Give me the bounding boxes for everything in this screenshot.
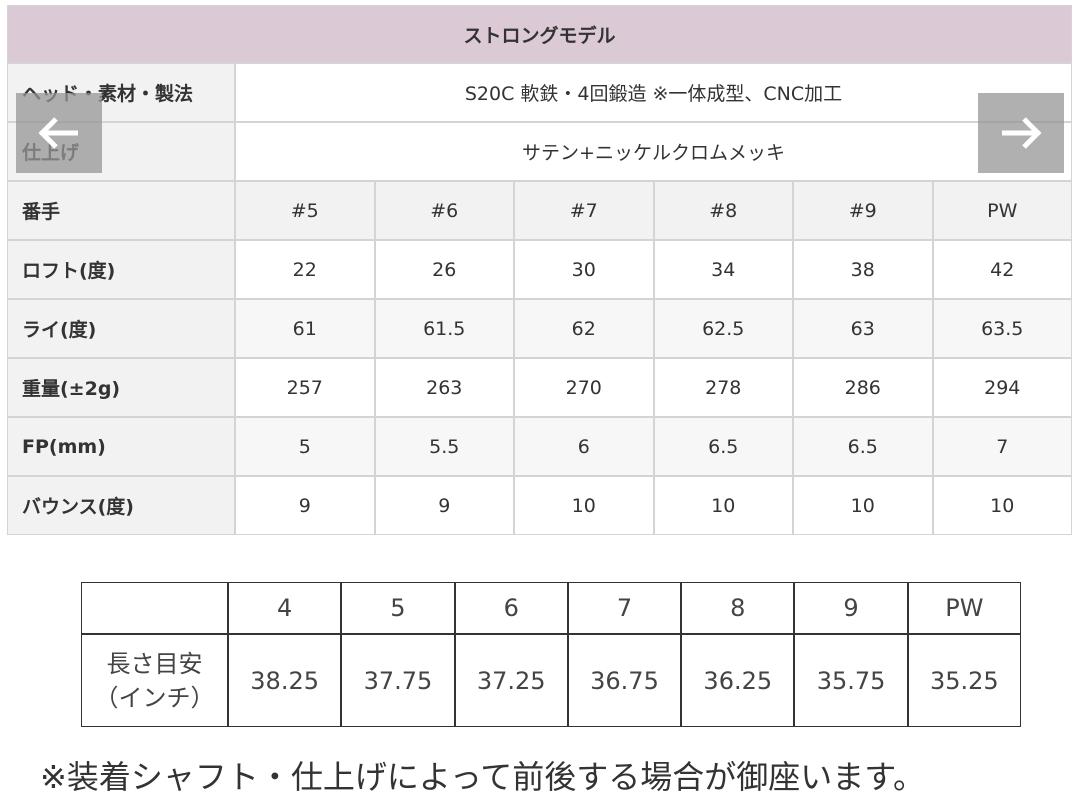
cell: 7: [932, 417, 1072, 476]
cell: 270: [514, 358, 654, 417]
cell: 61.5: [374, 299, 514, 358]
cell: PW: [932, 181, 1072, 240]
header-cell: 7: [567, 582, 682, 634]
cell: 42: [932, 240, 1072, 299]
cell: 37.75: [341, 634, 455, 727]
corner-cell: [81, 582, 228, 634]
cell: #9: [793, 181, 933, 240]
cell: #6: [374, 181, 514, 240]
cell: #8: [653, 181, 793, 240]
cell: 10: [653, 476, 793, 535]
cell: 26: [374, 240, 514, 299]
next-arrow[interactable]: [978, 93, 1064, 173]
cell: 9: [235, 476, 375, 535]
cell: 5: [235, 417, 375, 476]
header-cell: 9: [794, 582, 908, 634]
cell: 9: [374, 476, 514, 535]
cell: 38.25: [228, 634, 342, 727]
cell: 34: [653, 240, 793, 299]
cell: 6: [514, 417, 654, 476]
cell: #7: [514, 181, 654, 240]
header-cell: 5: [341, 582, 455, 634]
cell: 6.5: [793, 417, 933, 476]
row-label: FP(mm): [7, 417, 235, 476]
cell: 35.25: [907, 634, 1021, 727]
row-label: ライ(度): [7, 299, 235, 358]
header-cell: PW: [907, 582, 1021, 634]
header-cell: 4: [228, 582, 342, 634]
arrow-icon: [1002, 117, 1042, 149]
cell: 30: [514, 240, 654, 299]
cell: 63.5: [932, 299, 1072, 358]
cell: サテン+ニッケルクロムメッキ: [235, 122, 1072, 181]
table-title: ストロングモデル: [7, 5, 1072, 63]
header-cell: 6: [454, 582, 568, 634]
cell: 37.25: [454, 634, 568, 727]
cell: 10: [932, 476, 1072, 535]
arrow-icon: [38, 117, 78, 149]
cell: 36.25: [681, 634, 795, 727]
cell: 6.5: [653, 417, 793, 476]
row-label: 番手: [7, 181, 235, 240]
cell: 263: [374, 358, 514, 417]
cell: 38: [793, 240, 933, 299]
cell: #5: [235, 181, 375, 240]
row-label: バウンス(度): [7, 476, 235, 535]
prev-arrow[interactable]: [16, 93, 102, 173]
label-line: 長さ目安: [106, 649, 203, 678]
row-label: ロフト(度): [7, 240, 235, 299]
row-label: 長さ目安 （インチ）: [81, 634, 228, 727]
cell: 10: [793, 476, 933, 535]
cell: S20C 軟鉄・4回鍛造 ※一体成型、CNC加工: [235, 63, 1072, 122]
cell: 62.5: [653, 299, 793, 358]
cell: 62: [514, 299, 654, 358]
cell: 10: [514, 476, 654, 535]
header-cell: 8: [681, 582, 795, 634]
label-line: （インチ）: [94, 683, 215, 712]
cell: 36.75: [567, 634, 682, 727]
note: ※装着シャフト・仕上げによって前後する場合が御座います。: [40, 758, 926, 796]
cell: 286: [793, 358, 933, 417]
cell: 278: [653, 358, 793, 417]
cell: 294: [932, 358, 1072, 417]
cell: 22: [235, 240, 375, 299]
cell: 35.75: [794, 634, 908, 727]
cell: 257: [235, 358, 375, 417]
row-label: 重量(±2g): [7, 358, 235, 417]
cell: 5.5: [374, 417, 514, 476]
cell: 63: [793, 299, 933, 358]
cell: 61: [235, 299, 375, 358]
